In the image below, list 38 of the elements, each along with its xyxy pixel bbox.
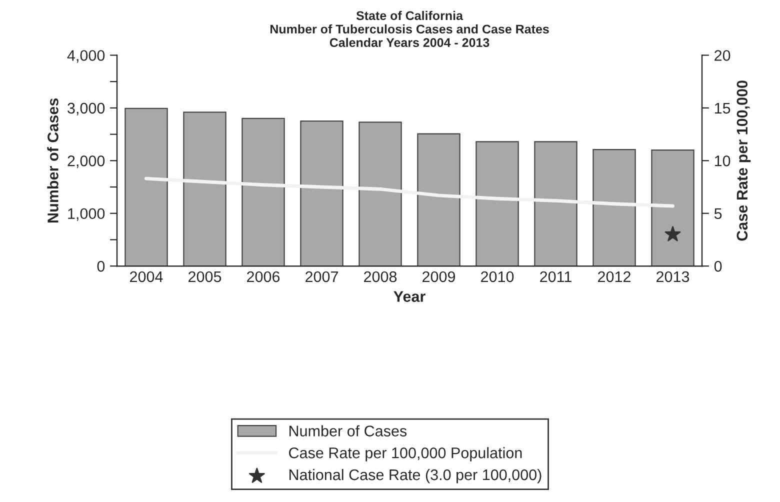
y2-tick-label: 15	[714, 102, 730, 114]
y2-tick-label: 20	[714, 50, 730, 61]
y-tick-label: 0	[97, 260, 105, 272]
legend-label: Case Rate per 100,000 Population	[289, 447, 522, 462]
y-tick-label: 1,000	[68, 208, 105, 221]
chart-title: State of California Number of Tuberculosis Cases and Case Rates Calendar Years 2004 - 2013	[270, 10, 549, 48]
x-tick-label: 2009	[422, 271, 456, 282]
bar	[417, 133, 460, 266]
x-tick-label: 2008	[364, 271, 397, 282]
bar	[476, 141, 519, 266]
y2-axis-title: Case Rate per 100,000	[736, 80, 751, 241]
x-tick-label: 2006	[247, 271, 280, 282]
y-tick-label: 2,000	[68, 156, 105, 168]
bar	[124, 108, 168, 266]
legend-label: Number of Cases	[290, 425, 407, 436]
bar	[534, 141, 578, 266]
x-tick-label: 2005	[188, 271, 222, 282]
bar	[358, 122, 402, 266]
legend-label: National Case Rate (3.0 per 100,000)	[290, 468, 542, 484]
x-tick-label: 2011	[540, 271, 572, 282]
bar	[242, 118, 285, 266]
y2-tick-label: 5	[714, 208, 722, 220]
y2-tick-label: 0	[714, 260, 722, 272]
x-tick-label: 2010	[481, 271, 514, 282]
bar	[300, 120, 344, 266]
y-tick-label: 4,000	[67, 50, 105, 63]
bar	[592, 149, 636, 266]
x-tick-label: 2013	[656, 271, 690, 282]
y2-tick-label: 10	[714, 156, 730, 166]
x-axis-title: Year	[394, 291, 426, 302]
x-tick-label: 2007	[306, 271, 338, 282]
bar	[183, 112, 226, 266]
bar	[651, 150, 694, 266]
line-series	[144, 176, 674, 208]
y-axis-title: Number of Cases	[47, 98, 58, 222]
x-tick-label: 2004	[130, 271, 163, 282]
y-tick-label: 3,000	[68, 102, 105, 116]
x-tick-label: 2012	[598, 271, 630, 282]
